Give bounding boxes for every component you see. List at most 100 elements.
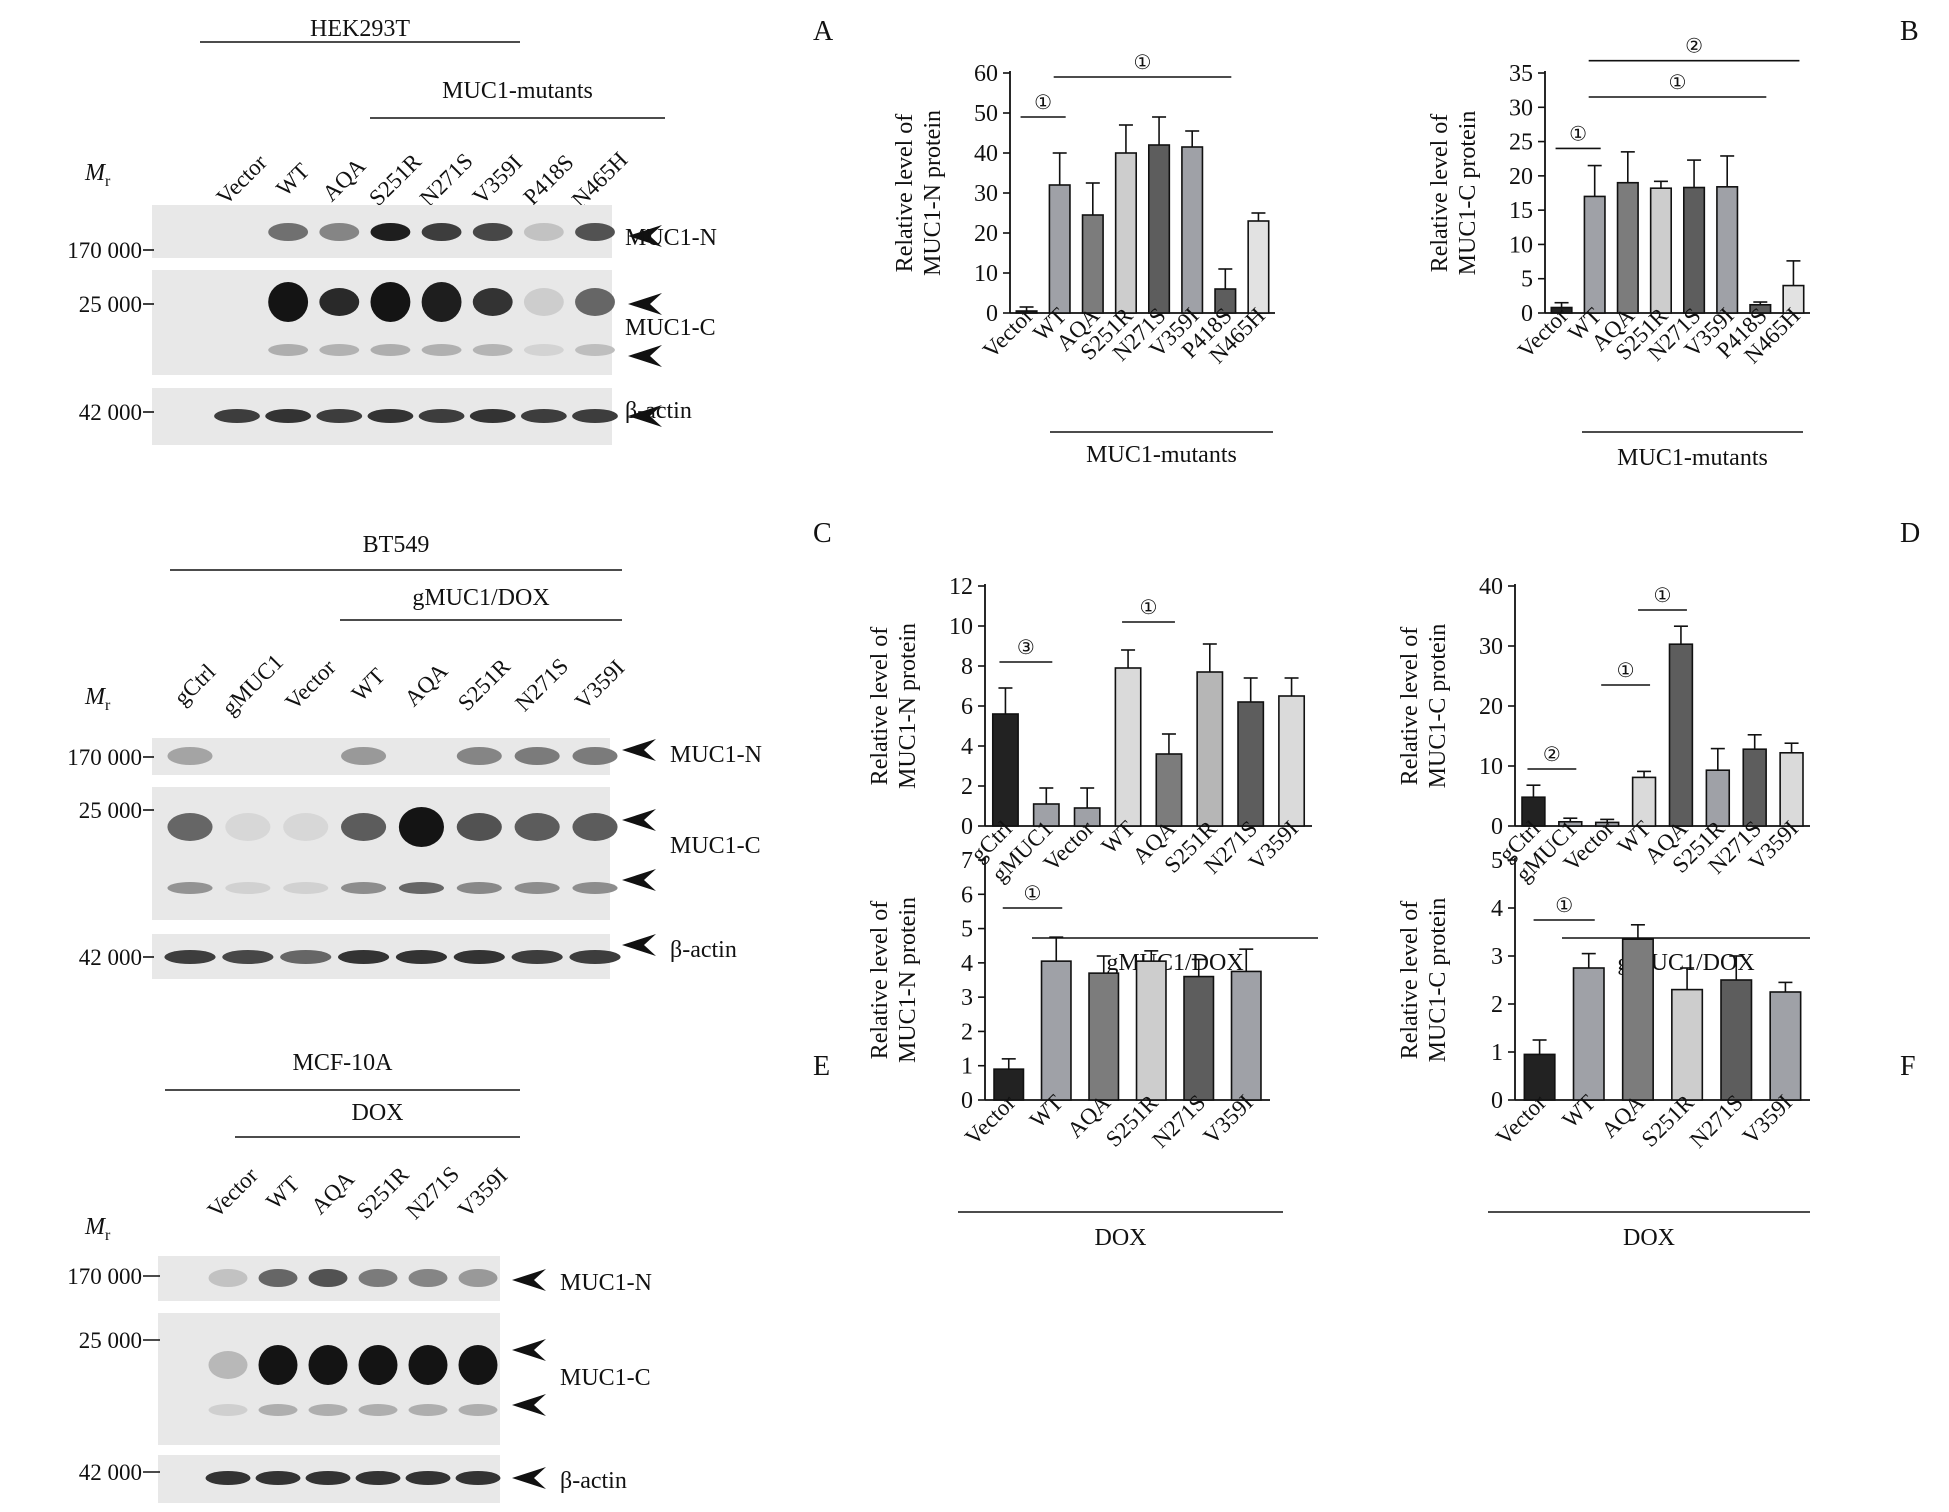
band-muc1-c-lower [472,344,513,356]
y-tick-label: 4 [961,734,973,760]
bar [1779,751,1804,827]
band-arrow [628,405,662,427]
band-arrow [628,345,662,367]
bar [991,713,1019,827]
y-axis-label: Relative level of [1397,901,1423,1060]
y-tick-label: 60 [974,61,998,87]
lane-label: V359I [468,150,527,209]
band-beta-actin [367,409,414,423]
band-muc1-n [268,223,309,241]
band-beta-actin [520,409,567,423]
lane-label: S251R [453,653,515,715]
bar-chart-a: 0 10 20 30 40 50 60 Relative level of MUC1-N pro… [892,52,1275,468]
band-muc1-c-lower [208,1404,248,1416]
treatment-group-label: DOX [352,1100,404,1126]
band-arrow [512,1339,546,1361]
band-label-muc1-c: MUC1-C [670,833,761,859]
y-tick-label: 0 [961,1088,973,1114]
y-axis-label: Relative level of [1427,114,1453,273]
band-muc1-c [408,1345,448,1385]
mw-marker-label: 25 000 [79,1328,142,1353]
band-muc1-c [341,813,387,841]
y-axis-label: MUC1-N protein [895,623,921,789]
bar [1616,181,1639,314]
band-muc1-c [398,807,444,847]
y-axis-label: Relative level of [1397,627,1423,786]
band-muc1-c-lower [456,882,502,894]
lane-label: AQA [318,153,371,206]
band-muc1-c-lower [575,344,615,356]
band-muc1-c-lower [225,882,271,894]
y-tick-label: 5 [1521,267,1533,293]
significance-marker: ① [1654,585,1672,607]
bar [1135,960,1167,1101]
band-muc1-c-lower [514,882,560,894]
y-tick-label: 50 [974,101,998,127]
band-arrow [512,1467,546,1489]
bar [1671,988,1704,1101]
lane-label: S251R [364,148,426,210]
bar [1742,748,1767,827]
significance-marker: ① [1140,597,1158,619]
y-tick-label: 5 [1491,848,1503,874]
lane-label: N271S [401,1161,464,1224]
band-muc1-n [408,1269,448,1287]
band-muc1-c [472,288,513,316]
bar [1040,960,1072,1101]
significance-marker: ① [1134,52,1152,74]
treatment-group-label: MUC1-mutants [442,78,593,104]
band-beta-actin [572,409,618,423]
bar [1147,144,1171,314]
band-muc1-c [514,813,560,841]
mw-marker-label: 170 000 [67,745,142,770]
y-tick-label: 40 [974,141,998,167]
band-muc1-c [358,1345,398,1385]
group-label: MUC1-mutants [1617,445,1768,471]
western-blot-hek293t: HEK293T MUC1-mutants M r Vector WT AQAS251RN27… [67,16,717,445]
bar-chart-d: 0 10 20 30 40 Relative level of MUC1-C protein… [1397,574,1810,976]
band-muc1-c [421,282,462,322]
y-tick-label: 20 [1509,164,1533,190]
panel-letter-d: D [1900,518,1920,549]
y-tick-label: 1 [1491,1040,1503,1066]
y-axis-label: MUC1-C protein [1425,624,1451,789]
band-muc1-c [572,813,618,841]
lane-label: V359I [570,655,629,714]
band-muc1-c-lower [408,1404,448,1416]
band-muc1-c-lower [258,1404,298,1416]
band-muc1-c [319,288,360,316]
bar [1114,667,1142,827]
band-beta-actin [280,950,332,964]
band-beta-actin [214,409,260,423]
significance-marker: ① [1669,72,1687,94]
group-label: DOX [1623,1225,1675,1251]
y-tick-label: 3 [1491,944,1503,970]
band-muc1-c [225,813,271,841]
significance-marker: ③ [1017,637,1035,659]
lane-label: AQA [400,658,453,711]
lane-label: gMUC1 [217,649,288,720]
band-muc1-n [456,747,502,765]
y-tick-label: 30 [1509,95,1533,121]
y-tick-label: 2 [961,1019,973,1045]
bar [1114,152,1138,314]
cell-line-label: MCF-10A [292,1050,393,1076]
bar [1716,186,1739,314]
lane-label: N465H [567,147,633,213]
y-tick-label: 0 [986,301,998,327]
band-label-muc1-n: MUC1-N [560,1270,652,1296]
cell-line-label: HEK293T [310,16,410,42]
bar [1668,643,1694,827]
bar [1181,146,1204,314]
lane-label: WT [271,158,314,201]
mw-marker-label: 170 000 [67,1264,142,1289]
band-beta-actin [453,950,505,964]
band-beta-actin [255,1471,301,1485]
y-tick-label: 10 [1509,232,1533,258]
significance-marker: ① [1555,895,1573,917]
y-tick-label: 1 [961,1054,973,1080]
band-muc1-c-lower [458,1404,498,1416]
y-axis-label: MUC1-N protein [920,110,946,276]
band-muc1-c [167,813,213,841]
